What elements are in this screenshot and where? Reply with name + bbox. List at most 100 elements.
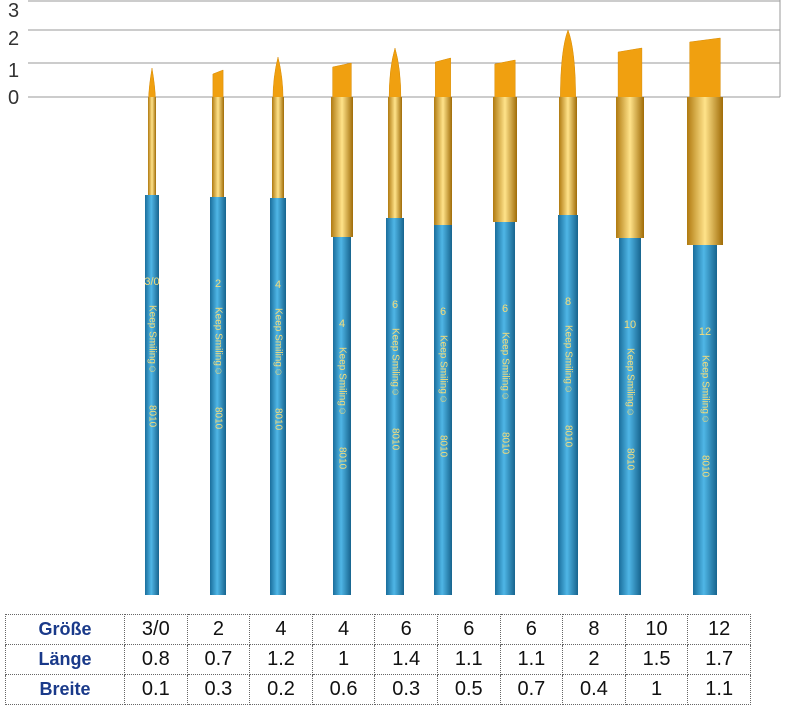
handle	[558, 215, 578, 595]
brush-code: 8010	[562, 425, 573, 448]
scale-label: 3	[8, 0, 19, 22]
brush-slogan: Keep Smiling☺	[562, 325, 573, 394]
handle	[619, 238, 641, 595]
table-cell: 0.8	[124, 644, 188, 675]
brush-size: 2	[215, 278, 221, 290]
table-cell: 1.1	[687, 674, 751, 705]
handle	[693, 245, 717, 595]
bristles	[435, 57, 451, 101]
table-cell: 1.7	[687, 644, 751, 675]
handle	[145, 195, 159, 595]
row-header: Größe	[5, 614, 125, 645]
ferrule	[434, 97, 452, 225]
table-cell: 1.1	[436, 644, 501, 675]
brush-code: 8010	[212, 407, 223, 430]
table-cell: 1	[624, 674, 689, 705]
table-cell: 3/0	[124, 614, 188, 645]
ferrule	[616, 97, 644, 238]
table-cell: 0.5	[436, 674, 501, 705]
table-cell: 6	[374, 614, 438, 645]
brush-code: 8010	[336, 447, 347, 470]
table-cell: 2	[562, 644, 626, 675]
brush-code: 8010	[499, 432, 510, 455]
bristles	[148, 67, 156, 101]
handle	[270, 198, 286, 595]
ferrule	[559, 97, 577, 215]
table-cell: 10	[624, 614, 689, 645]
handle	[434, 225, 452, 595]
bristles	[560, 29, 576, 101]
table-cell: 1.2	[249, 644, 313, 675]
table-cell: 8	[562, 614, 626, 645]
ferrule	[272, 97, 284, 198]
table-row: Breite 0.1 0.3 0.2 0.6 0.3 0.5 0.7 0.4 1 1.1	[5, 674, 751, 705]
brush-code: 8010	[437, 435, 448, 458]
brush-size: 8	[565, 296, 571, 308]
size-table: Größe 3/0 2 4 4 6 6 6 8 10 12 Länge 0.8 0.7 1.2 1 1.4 1.1…	[5, 614, 751, 705]
brush-code: 8010	[146, 405, 157, 428]
ferrule	[493, 97, 517, 222]
brush-slogan: Keep Smiling☺	[389, 328, 400, 397]
bristles	[388, 47, 402, 101]
table-cell: 2	[186, 614, 251, 645]
bristles	[689, 37, 721, 101]
brush-slogan: Keep Smiling☺	[146, 305, 157, 374]
ferrule	[687, 97, 723, 245]
ferrule	[388, 97, 402, 218]
brush-size: 3/0	[144, 276, 159, 288]
brush-size: 12	[699, 326, 711, 338]
scale-label: 2	[8, 28, 19, 50]
brush-size: 4	[275, 279, 281, 291]
brush-slogan: Keep Smiling☺	[624, 348, 635, 417]
table-cell: 0.2	[249, 674, 313, 705]
handle	[386, 218, 404, 595]
table-row: Länge 0.8 0.7 1.2 1 1.4 1.1 1.1 2 1.5 1.7	[5, 644, 751, 675]
brush-slogan: Keep Smiling☺	[212, 307, 223, 376]
table-cell: 0.7	[186, 644, 251, 675]
table-cell: 1.4	[374, 644, 438, 675]
brush-code: 8010	[624, 448, 635, 471]
brush-size: 4	[339, 318, 345, 330]
table-cell: 0.4	[562, 674, 626, 705]
table-row: Größe 3/0 2 4 4 6 6 6 8 10 12	[5, 614, 751, 645]
table-cell: 12	[687, 614, 751, 645]
brush-size: 6	[440, 306, 446, 318]
brush-size: 6	[502, 303, 508, 315]
brush-slogan: Keep Smiling☺	[699, 355, 710, 424]
table-cell: 1	[311, 644, 376, 675]
ferrule	[331, 97, 353, 237]
brush-slogan: Keep Smiling☺	[499, 332, 510, 401]
table-cell: 6	[436, 614, 501, 645]
handle	[333, 237, 351, 595]
brush-slogan: Keep Smiling☺	[437, 335, 448, 404]
table-cell: 0.7	[499, 674, 564, 705]
handle	[495, 222, 515, 595]
table-cell: 0.3	[186, 674, 251, 705]
brush-code: 8010	[389, 428, 400, 451]
table-cell: 0.3	[374, 674, 438, 705]
table-cell: 0.6	[311, 674, 376, 705]
brush-size: 10	[624, 319, 636, 331]
table-cell: 4	[311, 614, 376, 645]
ferrule	[212, 97, 224, 197]
table-cell: 0.1	[124, 674, 188, 705]
brush-slogan: Keep Smiling☺	[272, 308, 283, 377]
bristles	[332, 62, 352, 101]
bristles	[617, 47, 643, 101]
bristles	[494, 59, 516, 101]
bristles	[212, 69, 224, 101]
row-header: Länge	[5, 644, 125, 675]
brush-code: 8010	[699, 455, 710, 478]
brush-slogan: Keep Smiling☺	[336, 347, 347, 416]
scale-label: 0	[8, 87, 19, 109]
row-header: Breite	[5, 674, 125, 705]
scale-label: 1	[8, 60, 19, 82]
brush-code: 8010	[272, 408, 283, 431]
table-cell: 4	[249, 614, 313, 645]
table-cell: 1.5	[624, 644, 689, 675]
table-cell: 1.1	[499, 644, 564, 675]
handle	[210, 197, 226, 595]
bristles	[272, 56, 284, 101]
